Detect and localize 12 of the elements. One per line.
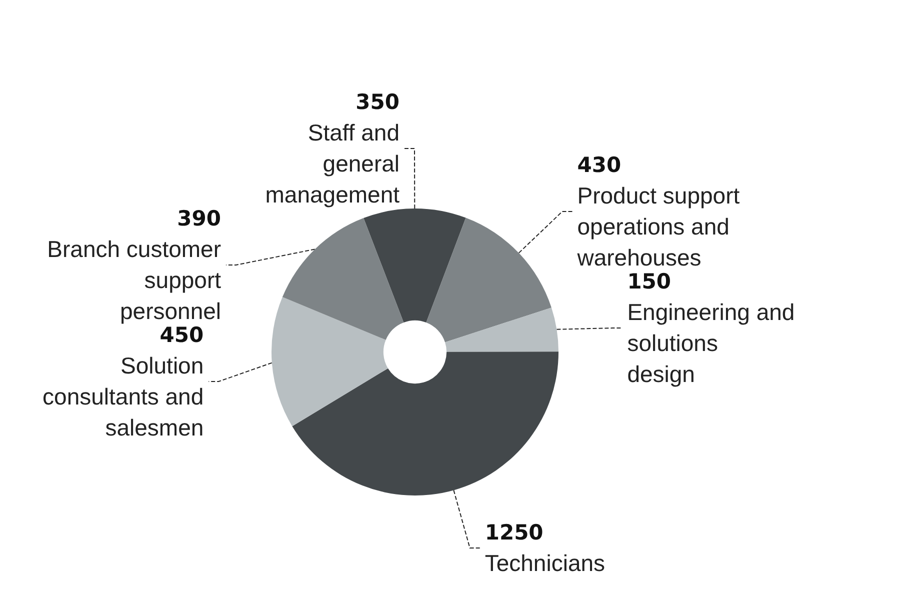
data-label: 430	[577, 153, 622, 178]
slice-label: Engineering and solutions design	[627, 299, 795, 388]
data-label: 350	[356, 90, 400, 114]
slice-label: Solution consultants and salesmen	[42, 352, 204, 440]
slice-label: Technicians	[484, 550, 606, 576]
data-label: 150	[627, 270, 672, 294]
slice-label: Product support operations and warehouses	[576, 182, 740, 271]
data-label: 1250	[484, 520, 544, 544]
data-label: 450	[160, 323, 204, 347]
slice-label: Branch customer support personnel	[47, 236, 222, 324]
data-label: 390	[177, 206, 222, 230]
slice-label: Staff and general management	[265, 120, 400, 208]
